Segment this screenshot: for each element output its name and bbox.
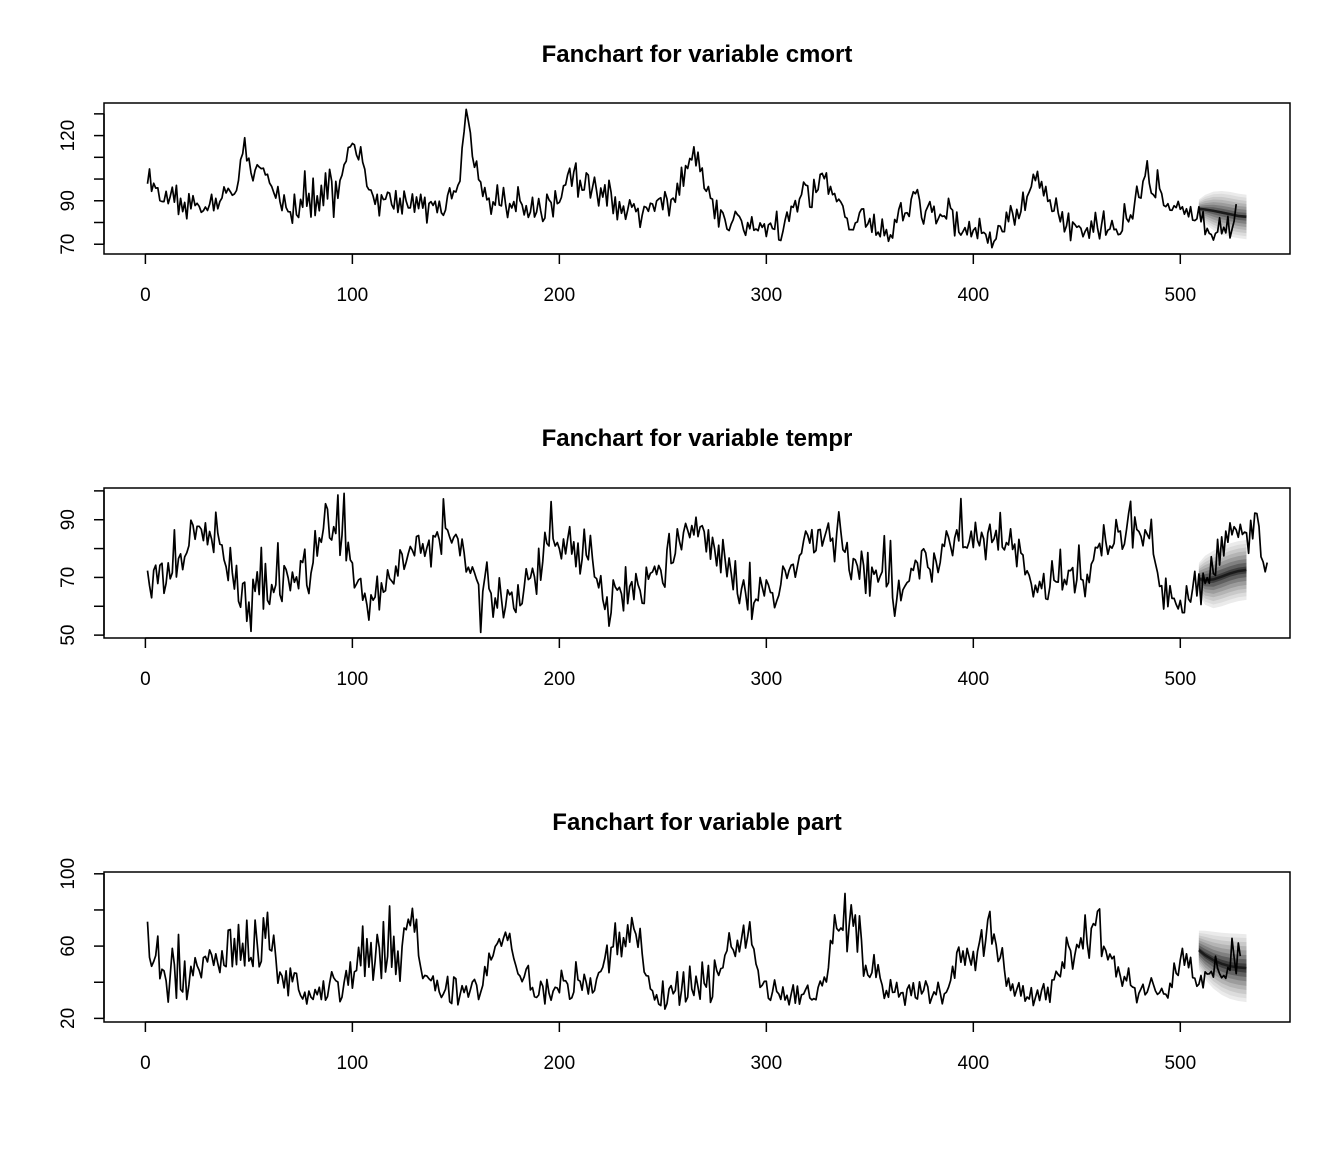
y-tick-label: 50 [58,625,79,646]
y-tick-label: 60 [58,936,79,957]
x-tick-label: 400 [957,669,989,690]
chart-title: Fanchart for variable part [552,809,841,836]
x-tick-label: 400 [957,1053,989,1074]
y-tick-label: 20 [58,1008,79,1029]
series-line [146,492,1269,634]
y-tick-label: 70 [58,234,79,255]
plot-frame [103,871,1291,1023]
x-tick-label: 300 [750,285,782,306]
x-tick-label: 200 [544,285,576,306]
series-line [146,108,1238,249]
panel-part: Fanchart for variable part 0 100 200 300 400… [58,809,1291,1074]
forecast-median-line [1198,207,1247,219]
x-tick-label: 0 [140,1053,151,1074]
series-line [146,892,1242,1010]
x-tick-label: 200 [544,1053,576,1074]
x-tick-label: 0 [140,669,151,690]
x-tick-label: 500 [1164,669,1196,690]
x-tick-label: 500 [1164,285,1196,306]
y-tick-label: 70 [58,567,79,588]
forecast-median-line [1198,949,1247,970]
plot-frame [103,487,1291,639]
x-tick-label: 300 [750,1053,782,1074]
chart-title: Fanchart for variable tempr [542,425,853,452]
y-tick-label: 90 [58,190,79,211]
x-tick-label: 100 [337,1053,369,1074]
x-tick-label: 400 [957,285,989,306]
x-tick-label: 500 [1164,1053,1196,1074]
x-tick-label: 0 [140,285,151,306]
x-tick-label: 100 [337,285,369,306]
x-tick-label: 300 [750,669,782,690]
plot-frame [103,102,1291,255]
x-tick-label: 100 [337,669,369,690]
x-tick-label: 200 [544,669,576,690]
y-tick-label: 90 [58,509,79,530]
panel-tempr: Fanchart for variable tempr 0 100 200 300 40… [58,425,1291,690]
chart-title: Fanchart for variable cmort [542,41,853,68]
y-tick-label: 120 [58,120,79,152]
y-tick-label: 100 [58,858,79,890]
panel-cmort: Fanchart for variable cmort 0 100 200 300 40… [58,41,1291,306]
